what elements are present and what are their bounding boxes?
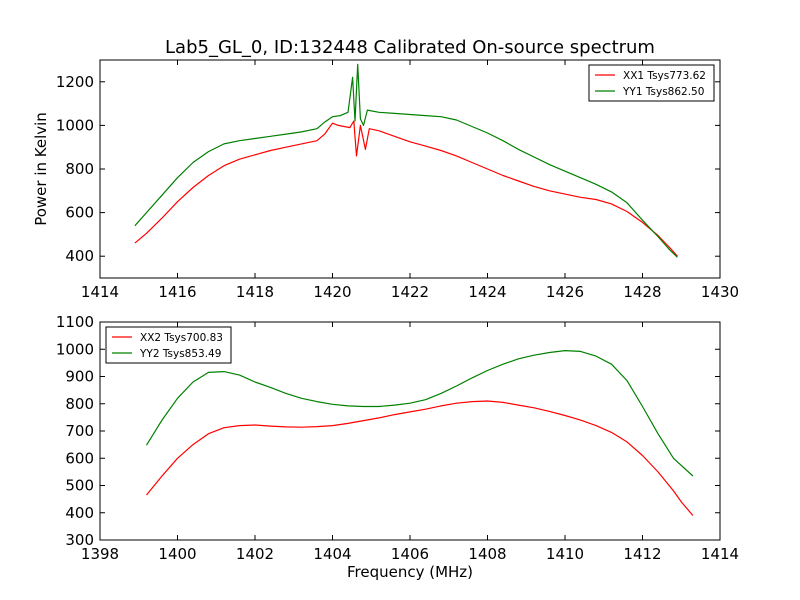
y-tick-label: 900 xyxy=(65,368,94,386)
x-tick-label: 1408 xyxy=(468,545,506,563)
y-axis-label: Power in Kelvin xyxy=(32,112,50,226)
legend: XX2 Tsys700.83 YY2 Tsys853.49 xyxy=(105,326,232,364)
x-tick-label: 1424 xyxy=(468,283,506,301)
y-tick-label: 400 xyxy=(65,504,94,522)
y-tick-label: 500 xyxy=(65,477,94,495)
series-line-red xyxy=(134,120,678,257)
x-tick-label: 1400 xyxy=(158,545,196,563)
x-axis-label: Frequency (MHz) xyxy=(347,563,473,581)
top-spectrum-panel: 1414 1416 1418 1420 1422 1424 1426 1428 1430 400 6… xyxy=(32,59,739,301)
x-tick-label: 1418 xyxy=(236,283,274,301)
legend-entry-label: YY2 Tsys853.49 xyxy=(139,348,221,360)
y-tick-label: 600 xyxy=(65,204,94,222)
legend-entry-label: YY1 Tsys862.50 xyxy=(622,86,704,98)
y-tick-label: 1000 xyxy=(56,116,94,134)
x-tick-label: 1428 xyxy=(623,283,661,301)
x-tick-label: 1402 xyxy=(236,545,274,563)
x-tick-label: 1426 xyxy=(546,283,584,301)
legend-box xyxy=(588,64,715,102)
legend-box xyxy=(105,326,232,364)
x-tick-label: 1410 xyxy=(546,545,584,563)
y-tick-label: 300 xyxy=(65,531,94,549)
x-tick-label: 1404 xyxy=(313,545,351,563)
legend: XX1 Tsys773.62 YY1 Tsys862.50 xyxy=(588,64,715,102)
bottom-spectrum-panel: 1398 1400 1402 1404 1406 1408 1410 1412 1414 300 4… xyxy=(56,313,739,581)
x-tick-label: 1412 xyxy=(623,545,661,563)
y-tick-label: 800 xyxy=(65,160,94,178)
y-tick-label: 400 xyxy=(65,247,94,265)
x-tick-label: 1414 xyxy=(701,545,739,563)
legend-entry-label: XX1 Tsys773.62 xyxy=(623,70,706,82)
y-tick-label: 700 xyxy=(65,422,94,440)
legend-entry-label: XX2 Tsys700.83 xyxy=(140,332,223,344)
series-line-red xyxy=(146,400,694,516)
x-tick-label: 1422 xyxy=(391,283,429,301)
x-tick-label: 1406 xyxy=(391,545,429,563)
x-tick-label: 1398 xyxy=(81,545,119,563)
figure-title: Lab5_GL_0, ID:132448 Calibrated On-sourc… xyxy=(165,37,655,58)
y-tick-label: 1200 xyxy=(56,73,94,91)
y-tick-label: 600 xyxy=(65,449,94,467)
x-tick-label: 1420 xyxy=(313,283,351,301)
series-line-green xyxy=(134,63,678,258)
y-tick-label: 800 xyxy=(65,395,94,413)
x-tick-label: 1430 xyxy=(701,283,739,301)
y-tick-label: 1100 xyxy=(56,313,94,331)
series-line-green xyxy=(145,350,694,477)
x-tick-label: 1414 xyxy=(81,283,119,301)
y-tick-label: 1000 xyxy=(56,340,94,358)
x-tick-label: 1416 xyxy=(158,283,196,301)
